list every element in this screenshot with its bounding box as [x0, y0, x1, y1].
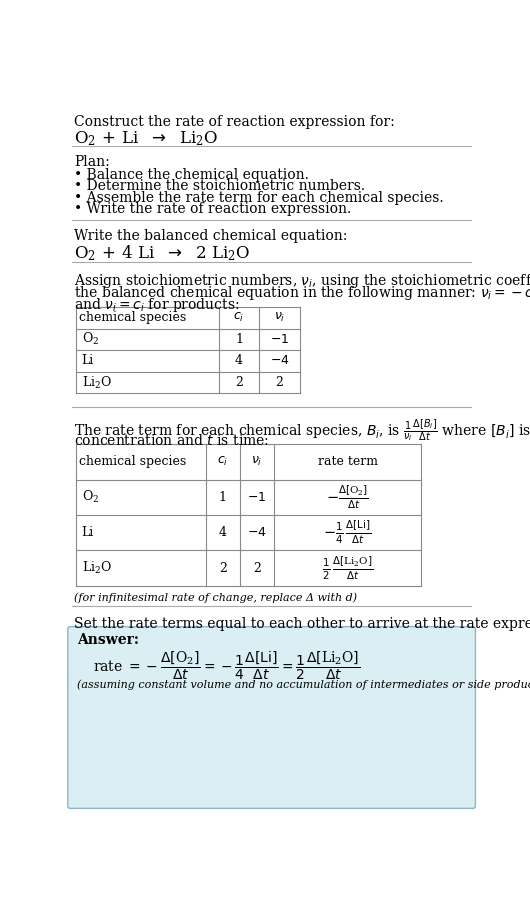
Text: • Write the rate of reaction expression.: • Write the rate of reaction expression.	[74, 202, 351, 217]
Text: (for infinitesimal rate of change, replace Δ with d): (for infinitesimal rate of change, repla…	[74, 592, 357, 602]
FancyBboxPatch shape	[68, 627, 475, 808]
Text: $\frac{1}{2}\,\frac{\Delta[\mathregular{Li_2O}]}{\Delta t}$: $\frac{1}{2}\,\frac{\Delta[\mathregular{…	[322, 554, 373, 581]
Text: 2: 2	[276, 376, 284, 389]
Text: Li: Li	[82, 355, 94, 368]
Text: the balanced chemical equation in the following manner: $\nu_i = -c_i$ for react: the balanced chemical equation in the fo…	[74, 284, 530, 302]
Text: Construct the rate of reaction expression for:: Construct the rate of reaction expressio…	[74, 116, 395, 129]
Text: 1: 1	[235, 333, 243, 346]
Text: rate term: rate term	[317, 455, 377, 469]
Text: $c_i$: $c_i$	[233, 311, 245, 325]
Text: $\mathregular{O_2}$$\,+\,$Li  $\rightarrow$  $\mathregular{Li_2O}$: $\mathregular{O_2}$$\,+\,$Li $\rightarro…	[74, 129, 218, 148]
Text: and $\nu_i = c_i$ for products:: and $\nu_i = c_i$ for products:	[74, 297, 240, 314]
Text: The rate term for each chemical species, $B_i$, is $\frac{1}{\nu_i}\frac{\Delta[: The rate term for each chemical species,…	[74, 418, 530, 444]
Text: $\nu_i$: $\nu_i$	[273, 311, 285, 325]
Text: $-\frac{\Delta[\mathregular{O_2}]}{\Delta t}$: $-\frac{\Delta[\mathregular{O_2}]}{\Delt…	[326, 483, 369, 511]
Text: $-1$: $-1$	[248, 490, 267, 504]
Text: (assuming constant volume and no accumulation of intermediates or side products): (assuming constant volume and no accumul…	[77, 679, 530, 690]
Text: 2: 2	[219, 561, 227, 574]
Text: $-\frac{1}{4}\,\frac{\Delta[\mathrm{Li}]}{\Delta t}$: $-\frac{1}{4}\,\frac{\Delta[\mathrm{Li}]…	[323, 519, 372, 546]
Text: chemical species: chemical species	[80, 311, 187, 324]
Text: $-4$: $-4$	[247, 526, 267, 540]
Text: Assign stoichiometric numbers, $\nu_i$, using the stoichiometric coefficients, $: Assign stoichiometric numbers, $\nu_i$, …	[74, 272, 530, 289]
Text: 2: 2	[235, 376, 243, 389]
Text: Answer:: Answer:	[77, 632, 139, 647]
Text: $\mathregular{Li_2O}$: $\mathregular{Li_2O}$	[82, 375, 112, 390]
Text: • Assemble the rate term for each chemical species.: • Assemble the rate term for each chemic…	[74, 191, 444, 205]
Text: 4: 4	[235, 355, 243, 368]
Text: $c_i$: $c_i$	[217, 455, 228, 469]
Text: $-1$: $-1$	[270, 333, 289, 346]
Text: chemical species: chemical species	[80, 455, 187, 469]
Text: $\mathregular{Li_2O}$: $\mathregular{Li_2O}$	[82, 560, 112, 576]
Text: $\mathregular{O_2}$$\,+\,$4 Li  $\rightarrow$  2 $\mathregular{Li_2O}$: $\mathregular{O_2}$$\,+\,$4 Li $\rightar…	[74, 243, 250, 263]
Text: Write the balanced chemical equation:: Write the balanced chemical equation:	[74, 229, 347, 243]
Text: Li: Li	[82, 526, 94, 540]
Text: 1: 1	[219, 490, 227, 504]
Text: 2: 2	[253, 561, 261, 574]
Text: $\nu_i$: $\nu_i$	[251, 455, 262, 469]
Text: • Determine the stoichiometric numbers.: • Determine the stoichiometric numbers.	[74, 179, 365, 193]
Text: $\mathregular{O_2}$: $\mathregular{O_2}$	[82, 490, 99, 505]
Text: Set the rate terms equal to each other to arrive at the rate expression:: Set the rate terms equal to each other t…	[74, 617, 530, 631]
Text: concentration and $t$ is time:: concentration and $t$ is time:	[74, 433, 269, 449]
Text: $-4$: $-4$	[270, 355, 289, 368]
Text: • Balance the chemical equation.: • Balance the chemical equation.	[74, 167, 309, 182]
Text: $\mathregular{O_2}$: $\mathregular{O_2}$	[82, 331, 99, 348]
Text: Plan:: Plan:	[74, 156, 110, 169]
Text: 4: 4	[219, 526, 227, 540]
Text: rate $= -\dfrac{\Delta[\mathregular{O_2}]}{\Delta t} = -\dfrac{1}{4}\dfrac{\Delt: rate $= -\dfrac{\Delta[\mathregular{O_2}…	[93, 650, 360, 682]
